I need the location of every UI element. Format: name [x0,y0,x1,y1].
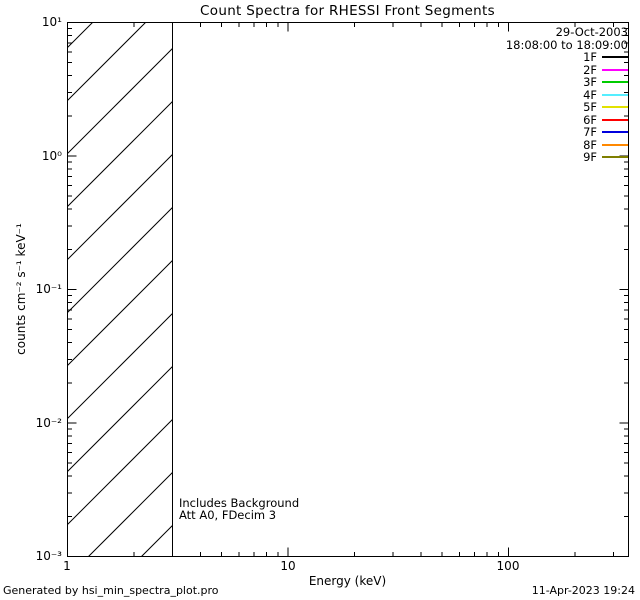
legend-color-line [602,106,628,109]
y-tick-label: 10⁻¹ [35,282,62,296]
legend-label: 4F [583,87,597,102]
annotation-attenuator: Att A0, FDecim 3 [179,508,277,522]
legend-label: 2F [583,62,597,77]
y-tick-label: 10⁻³ [35,549,62,563]
legend-entry: 9F [506,151,628,164]
legend-color-line [602,143,628,146]
legend-color-line [602,93,628,96]
legend-label: 5F [583,100,597,114]
y-tick-label: 10⁻² [35,416,62,430]
legend-label: 9F [583,150,597,164]
legend-entry: 7F [506,126,628,139]
legend-color-line [602,81,628,84]
x-tick-label: 10 [280,559,296,573]
legend-label: 3F [583,75,597,89]
annotation-background: Includes Background [179,496,300,510]
legend-entry: 1F [506,51,628,64]
plot-annotations: Includes Background Att A0, FDecim 3 [179,497,299,521]
footer-timestamp: 11-Apr-2023 19:24 [531,584,635,597]
legend-entry: 6F [506,112,628,127]
legend-entry: 5F [506,101,628,114]
legend-entry: 2F [506,62,628,77]
legend-time-range: 18:08:00 to 18:09:00 [505,37,628,52]
x-tick-label: 100 [496,559,520,573]
legend-label: 1F [583,50,597,64]
legend-color-line [602,56,628,59]
legend-label: 7F [583,125,597,139]
legend-label: 8F [583,137,597,152]
legend-date: 29-Oct-2003 [555,25,628,39]
legend-entry: 3F [506,76,628,89]
legend-entry: 4F [506,87,628,102]
chart-title: Count Spectra for RHESSI Front Segments [200,3,495,19]
y-tick-label: 10⁰ [41,149,62,163]
legend: 29-Oct-2003 18:08:00 to 18:09:00 1F 2F 3… [506,26,628,164]
legend-color-line [602,118,628,121]
legend-color-line [602,68,628,71]
y-axis-title: counts cm⁻² s⁻¹ keV⁻¹ [14,223,28,355]
x-tick-label: 1 [63,559,71,573]
legend-entry: 8F [506,137,628,152]
y-tick-label: 10¹ [41,15,62,29]
x-axis-title: Energy (keV) [308,574,387,588]
legend-label: 6F [583,112,597,127]
legend-color-line [602,131,628,134]
legend-color-line [602,156,628,159]
footer-generated-by: Generated by hsi_min_spectra_plot.pro [3,584,219,597]
